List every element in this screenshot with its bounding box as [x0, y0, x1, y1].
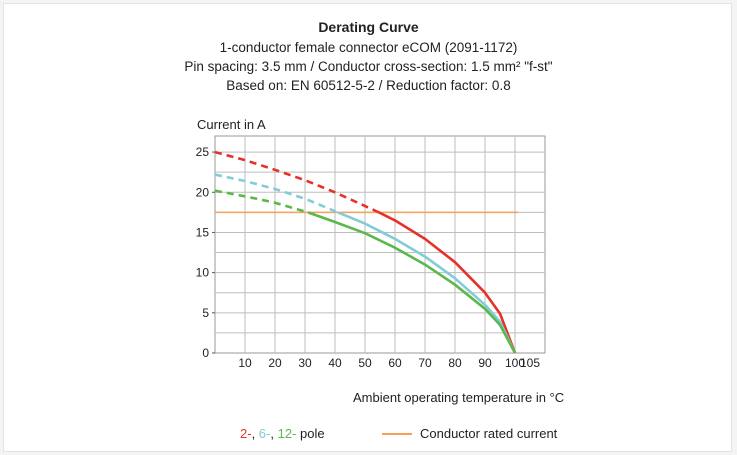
- series-line-12-pole-extrapolated: [214, 189, 309, 214]
- x-tick-label: 105: [520, 356, 540, 370]
- y-tick-label: 20: [196, 185, 210, 199]
- x-tick-label: 20: [268, 356, 282, 370]
- series-line-2-pole: [376, 210, 517, 354]
- y-tick-label: 25: [196, 145, 210, 159]
- x-tick-label: 60: [388, 356, 402, 370]
- legend-poles: 2-, 6-, 12- pole: [240, 426, 325, 441]
- legend-item-12-pole: 12-: [277, 426, 297, 441]
- legend-item-6-pole: 6-: [258, 426, 271, 441]
- x-tick-label: 100: [505, 356, 525, 370]
- chart-title: Derating Curve: [318, 19, 419, 35]
- x-tick-label: 40: [328, 356, 342, 370]
- legend-reference: Conductor rated current: [382, 426, 557, 441]
- x-axis-label: Ambient operating temperature in °C: [353, 390, 565, 405]
- y-tick-label: 10: [196, 266, 210, 280]
- x-tick-label: 90: [478, 356, 492, 370]
- legend-reference-swatch: [382, 432, 412, 435]
- x-tick-label: 70: [418, 356, 432, 370]
- x-tick-label: 10: [238, 356, 252, 370]
- x-tick-label: 80: [448, 356, 462, 370]
- legend-pole-suffix: pole: [300, 426, 325, 441]
- y-tick-label: 0: [202, 346, 209, 360]
- chart-subtitle-1: 1-conductor female connector eCOM (2091-…: [219, 40, 518, 55]
- y-tick-label: 15: [196, 225, 210, 239]
- series-line-6-pole-extrapolated: [214, 173, 339, 214]
- chart-subtitle-3: Based on: EN 60512-5-2 / Reduction facto…: [226, 78, 511, 93]
- y-tick-label: 5: [202, 306, 209, 320]
- legend-item-2-pole: 2-: [240, 426, 252, 441]
- series-line-12-pole: [307, 211, 517, 354]
- x-tick-label: 50: [358, 356, 372, 370]
- x-tick-label: 30: [298, 356, 312, 370]
- y-axis-label: Current in A: [197, 117, 266, 132]
- series-line-2-pole-extrapolated: [214, 150, 378, 213]
- chart-subtitle-2: Pin spacing: 3.5 mm / Conductor cross-se…: [184, 59, 553, 74]
- series-line-6-pole: [337, 211, 517, 354]
- legend-reference-label: Conductor rated current: [420, 426, 558, 441]
